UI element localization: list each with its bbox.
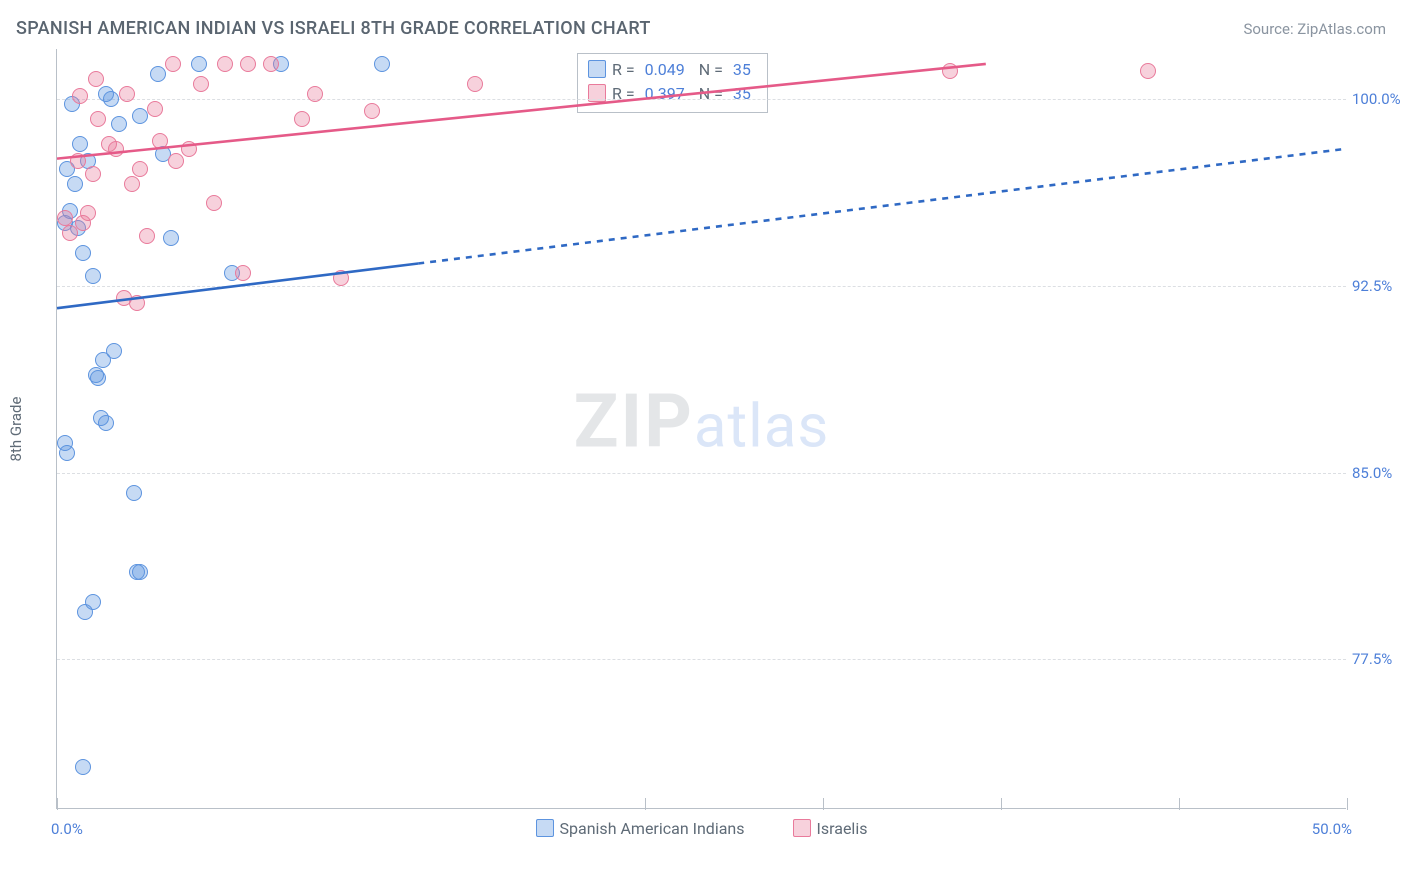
legend-swatch (793, 819, 811, 837)
y-tick-label: 92.5% (1352, 277, 1406, 295)
trend-lines (57, 49, 1347, 809)
chart-title: SPANISH AMERICAN INDIAN VS ISRAELI 8TH G… (16, 18, 651, 39)
plot-region: ZIP atlas R = 0.049 N = 35R = 0.397 N = … (56, 49, 1346, 809)
y-tick-label: 77.5% (1352, 650, 1406, 668)
y-tick-label: 85.0% (1352, 464, 1406, 482)
trend-dashed (418, 149, 1347, 264)
y-axis-label: 8th Grade (7, 397, 25, 462)
trend-solid (57, 263, 418, 308)
legend-series-name: Spanish American Indians (560, 819, 745, 838)
series-legend: Spanish American Indians Israelis (57, 819, 1346, 838)
legend-series-name: Israelis (817, 819, 868, 838)
legend-swatch (536, 819, 554, 837)
x-tick (1347, 798, 1348, 810)
legend-series-item: Spanish American Indians (536, 819, 745, 838)
chart-area: 8th Grade ZIP atlas R = 0.049 N = 35R = … (50, 49, 1356, 839)
source-label: Source: ZipAtlas.com (1243, 20, 1386, 38)
legend-series-item: Israelis (793, 819, 868, 838)
y-tick-label: 100.0% (1352, 90, 1406, 108)
trend-solid (57, 64, 986, 159)
